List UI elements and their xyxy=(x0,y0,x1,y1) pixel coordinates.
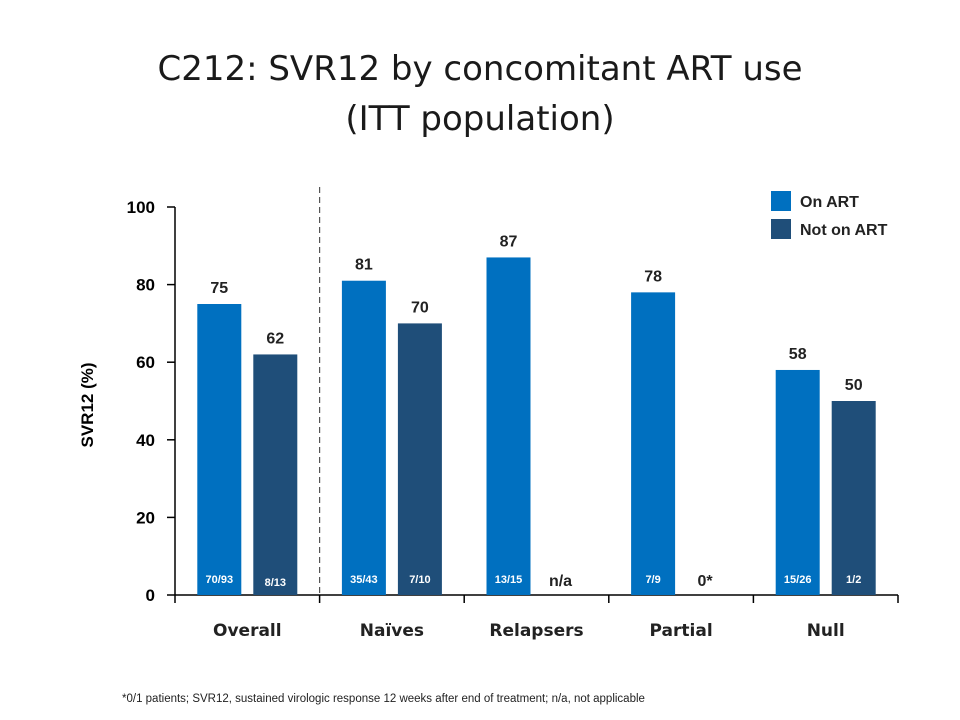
fraction-label: 13/15 xyxy=(495,574,523,586)
bar-not-on-art xyxy=(253,354,298,595)
y-tick-label: 100 xyxy=(127,198,155,217)
data-label: 81 xyxy=(355,257,373,274)
footnote: *0/1 patients; SVR12, sustained virologi… xyxy=(122,693,645,705)
data-label: 62 xyxy=(266,330,284,347)
data-label: 50 xyxy=(845,377,863,394)
x-category-label: Relapsers xyxy=(489,621,583,641)
fraction-label: 70/93 xyxy=(206,574,234,586)
y-tick-label: 60 xyxy=(136,353,155,372)
legend-label: Not on ART xyxy=(800,222,888,239)
fraction-label: 7/10 xyxy=(409,574,430,586)
bar-on-art xyxy=(341,280,386,595)
bar-not-on-art xyxy=(397,323,442,595)
title-line-1: C212: SVR12 by concomitant ART use xyxy=(157,49,803,89)
data-label: 78 xyxy=(644,268,662,285)
bar-on-art xyxy=(775,369,820,595)
fraction-label: 8/13 xyxy=(265,577,286,589)
y-tick-label: 80 xyxy=(136,276,155,295)
title-line-2: (ITT population) xyxy=(345,99,615,139)
data-label: 87 xyxy=(500,233,518,250)
legend-label: On ART xyxy=(800,194,859,211)
legend-swatch xyxy=(771,191,791,211)
y-tick-label: 40 xyxy=(136,431,155,450)
data-label: n/a xyxy=(549,573,572,590)
data-label: 75 xyxy=(210,280,228,297)
data-label: 58 xyxy=(789,346,807,363)
fraction-label: 35/43 xyxy=(350,574,378,586)
x-category-label: Partial xyxy=(650,621,713,641)
y-tick-label: 20 xyxy=(136,508,155,527)
chart-title: C212: SVR12 by concomitant ART use (ITT … xyxy=(0,44,960,144)
bar-not-on-art xyxy=(831,401,876,595)
fraction-label: 7/9 xyxy=(645,574,660,586)
y-tick-label: 0 xyxy=(146,586,155,605)
bar-on-art xyxy=(631,292,676,595)
bar-on-art xyxy=(197,304,242,595)
x-category-label: Naïves xyxy=(360,621,424,641)
fraction-label: 15/26 xyxy=(784,574,812,586)
x-category-label: Overall xyxy=(213,621,282,641)
fraction-label: 1/2 xyxy=(846,574,861,586)
legend-swatch xyxy=(771,219,791,239)
bar-on-art xyxy=(486,257,531,595)
data-label: 0* xyxy=(698,573,714,590)
data-label: 70 xyxy=(411,299,429,316)
y-axis-label: SVR12 (%) xyxy=(78,362,97,447)
x-category-label: Null xyxy=(807,621,845,641)
